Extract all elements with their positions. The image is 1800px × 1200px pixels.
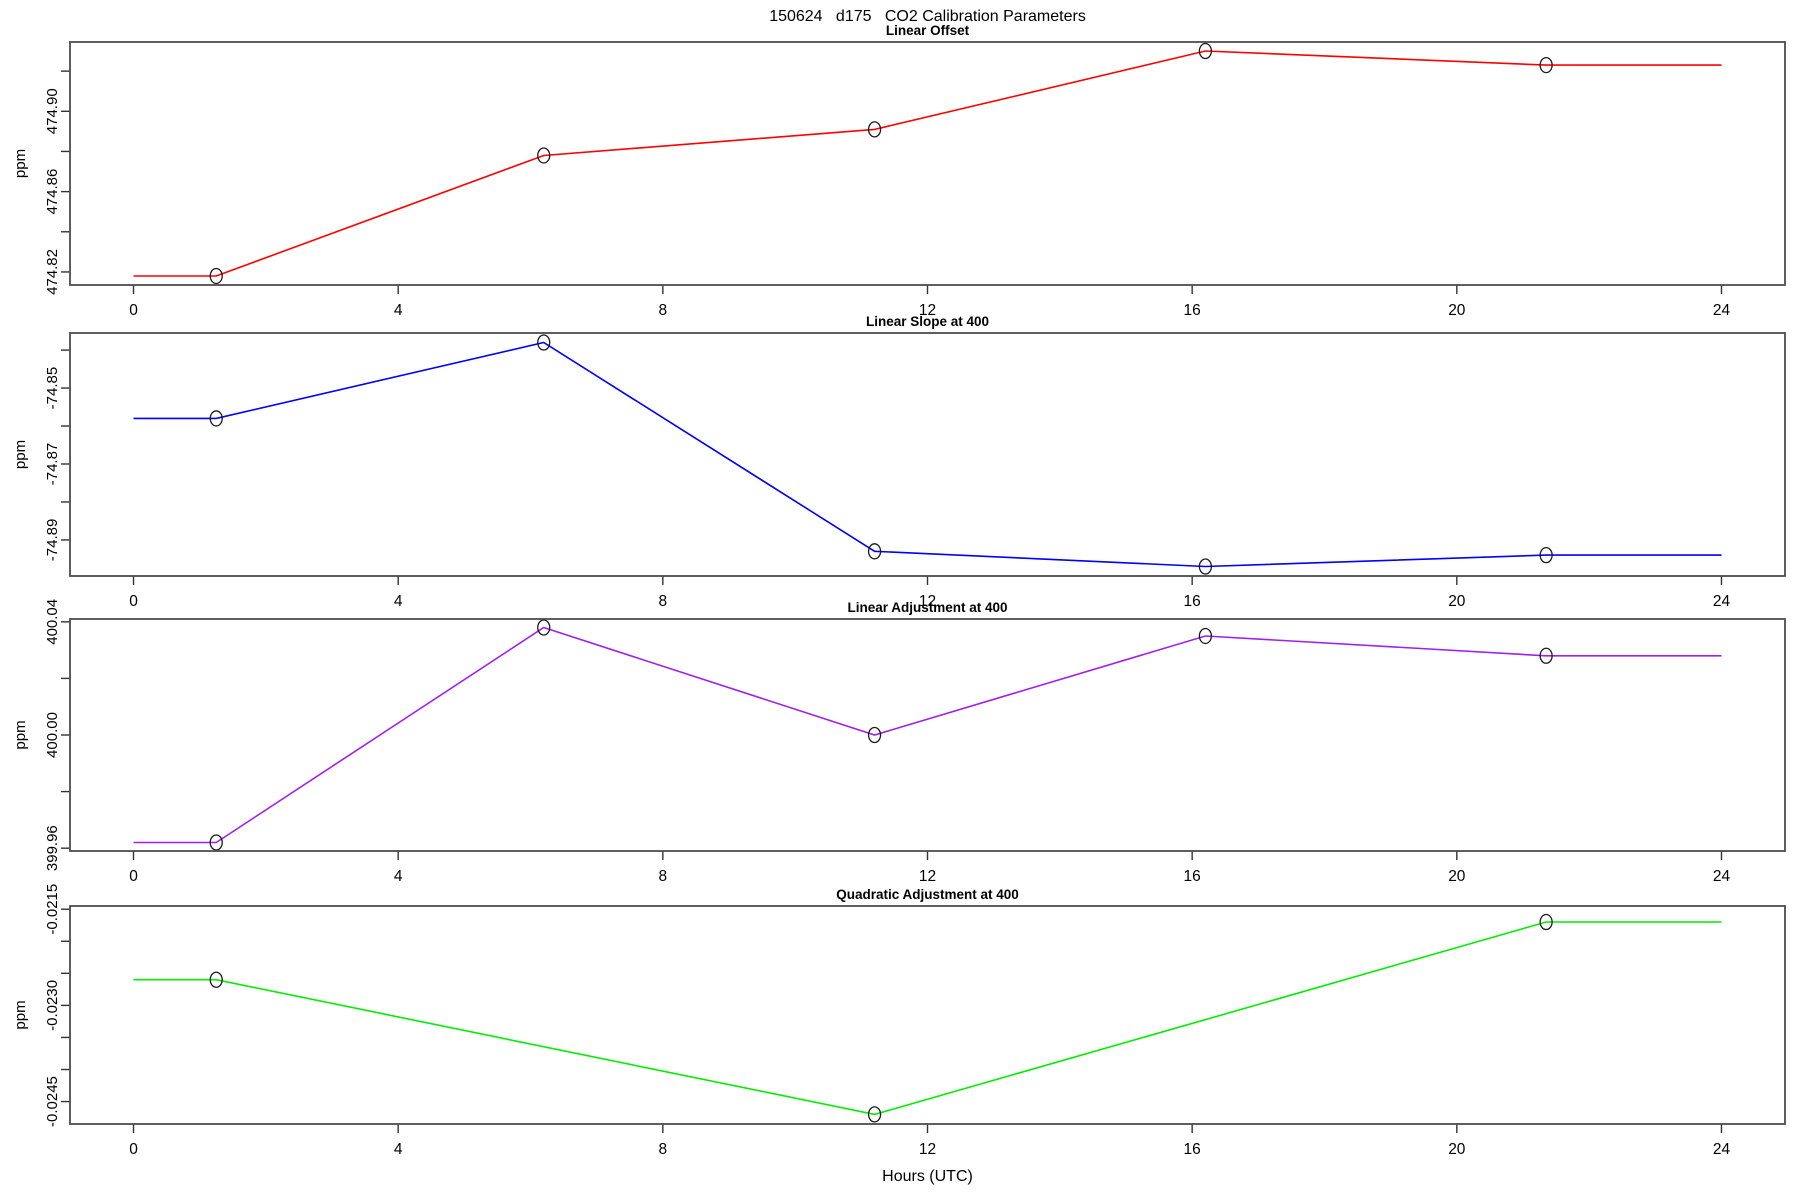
x-tick-label: 20: [1448, 1141, 1466, 1158]
plot-box-2: [69, 332, 1786, 577]
y-axis-title: ppm: [12, 720, 29, 749]
x-tick-label: 0: [129, 868, 138, 885]
series-line-4: [133, 921, 1722, 1116]
data-point-marker: [209, 410, 223, 427]
y-axis-title: ppm: [12, 440, 29, 469]
panel-title-3: Linear Adjustment at 400: [847, 600, 1007, 615]
x-tick-label: 12: [919, 302, 936, 319]
y-tick-label: 474.86: [44, 169, 61, 215]
x-tick-label: 8: [659, 593, 668, 610]
y-tick-label: -74.85: [44, 367, 61, 410]
data-point-marker: [867, 1106, 882, 1123]
x-tick-label: 24: [1713, 868, 1731, 885]
x-tick-label: 4: [394, 868, 403, 885]
data-point-marker: [867, 543, 882, 560]
series-line-1: [133, 50, 1722, 277]
data-point-marker: [1539, 56, 1553, 74]
x-tick-label: 16: [1184, 1141, 1201, 1158]
x-tick-label: 20: [1448, 593, 1466, 610]
x-axis-title: Hours (UTC): [882, 1168, 973, 1185]
panel-title-2: Linear Slope at 400: [866, 314, 989, 329]
y-tick-label: 400.04: [44, 599, 61, 645]
page-title: 150624 d175 CO2 Calibration Parameters: [769, 8, 1086, 25]
plot-box-3: [69, 618, 1786, 852]
y-tick-label: -0.0245: [44, 1076, 61, 1127]
x-tick-label: 12: [919, 868, 936, 885]
y-tick-label: -74.87: [44, 443, 61, 486]
x-tick-label: 12: [919, 593, 936, 610]
series-line-2: [133, 341, 1722, 568]
panel-title-1: Linear Offset: [886, 23, 970, 38]
x-tick-label: 16: [1184, 302, 1201, 319]
series-line-3: [133, 626, 1722, 844]
y-tick-label: 399.96: [44, 825, 61, 871]
data-point-marker: [537, 147, 551, 164]
data-point-marker: [867, 121, 882, 138]
x-tick-label: 8: [659, 1141, 668, 1158]
y-tick-label: 400.00: [44, 712, 61, 758]
y-tick-label: 474.90: [44, 88, 61, 134]
data-point-marker: [1198, 558, 1213, 575]
y-tick-label: 474.82: [44, 249, 61, 295]
panel-title-4: Quadratic Adjustment at 400: [836, 887, 1019, 902]
y-axis-title: ppm: [12, 1000, 29, 1029]
data-point-marker: [1539, 913, 1553, 931]
x-tick-label: 20: [1448, 868, 1466, 885]
y-axis-title: ppm: [12, 149, 29, 178]
x-tick-label: 8: [659, 868, 668, 885]
x-tick-label: 24: [1713, 593, 1731, 610]
data-point-marker: [209, 834, 223, 851]
data-point-marker: [867, 726, 882, 744]
x-tick-label: 4: [394, 302, 403, 319]
x-tick-label: 0: [129, 593, 138, 610]
data-point-marker: [1198, 627, 1213, 645]
y-tick-label: -0.0230: [44, 980, 61, 1031]
data-point-marker: [1539, 546, 1553, 564]
x-tick-label: 12: [919, 1141, 936, 1158]
x-tick-label: 16: [1184, 868, 1201, 885]
y-tick-label: -74.89: [44, 519, 61, 562]
y-tick-label: -0.0215: [44, 884, 61, 935]
x-tick-label: 16: [1184, 593, 1201, 610]
data-point-marker: [537, 334, 551, 351]
x-tick-label: 24: [1713, 1141, 1731, 1158]
x-tick-label: 0: [129, 302, 138, 319]
data-point-marker: [209, 267, 223, 285]
data-point-marker: [209, 971, 223, 988]
x-tick-label: 4: [394, 1141, 403, 1158]
data-point-marker: [537, 619, 551, 636]
x-tick-label: 20: [1448, 302, 1466, 319]
x-tick-label: 4: [394, 593, 403, 610]
x-tick-label: 0: [129, 1141, 138, 1158]
plot-box-1: [69, 41, 1786, 286]
x-tick-label: 24: [1713, 302, 1731, 319]
x-tick-label: 8: [659, 302, 668, 319]
data-point-marker: [1539, 647, 1553, 664]
data-point-marker: [1198, 42, 1213, 60]
plot-box-4: [69, 905, 1786, 1125]
